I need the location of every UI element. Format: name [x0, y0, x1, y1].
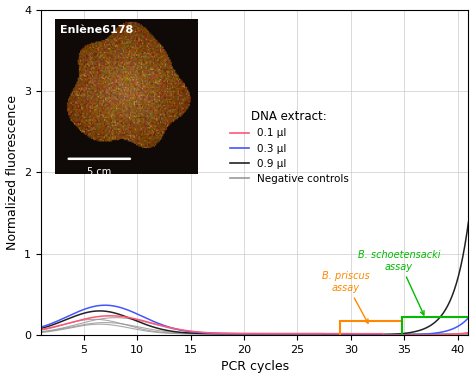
Text: 5 cm: 5 cm	[87, 167, 111, 177]
Bar	[340, 321, 402, 338]
X-axis label: PCR cycles: PCR cycles	[220, 360, 289, 373]
Text: Enlène6178: Enlène6178	[60, 25, 134, 35]
Text: B. schoetensacki
assay: B. schoetensacki assay	[358, 250, 440, 315]
Bar	[402, 317, 471, 338]
Legend: 0.1 μl, 0.3 μl, 0.9 μl, Negative controls: 0.1 μl, 0.3 μl, 0.9 μl, Negative control…	[226, 106, 353, 188]
Y-axis label: Normalized fluorescence: Normalized fluorescence	[6, 95, 18, 250]
Text: B. priscus
assay: B. priscus assay	[322, 271, 369, 323]
